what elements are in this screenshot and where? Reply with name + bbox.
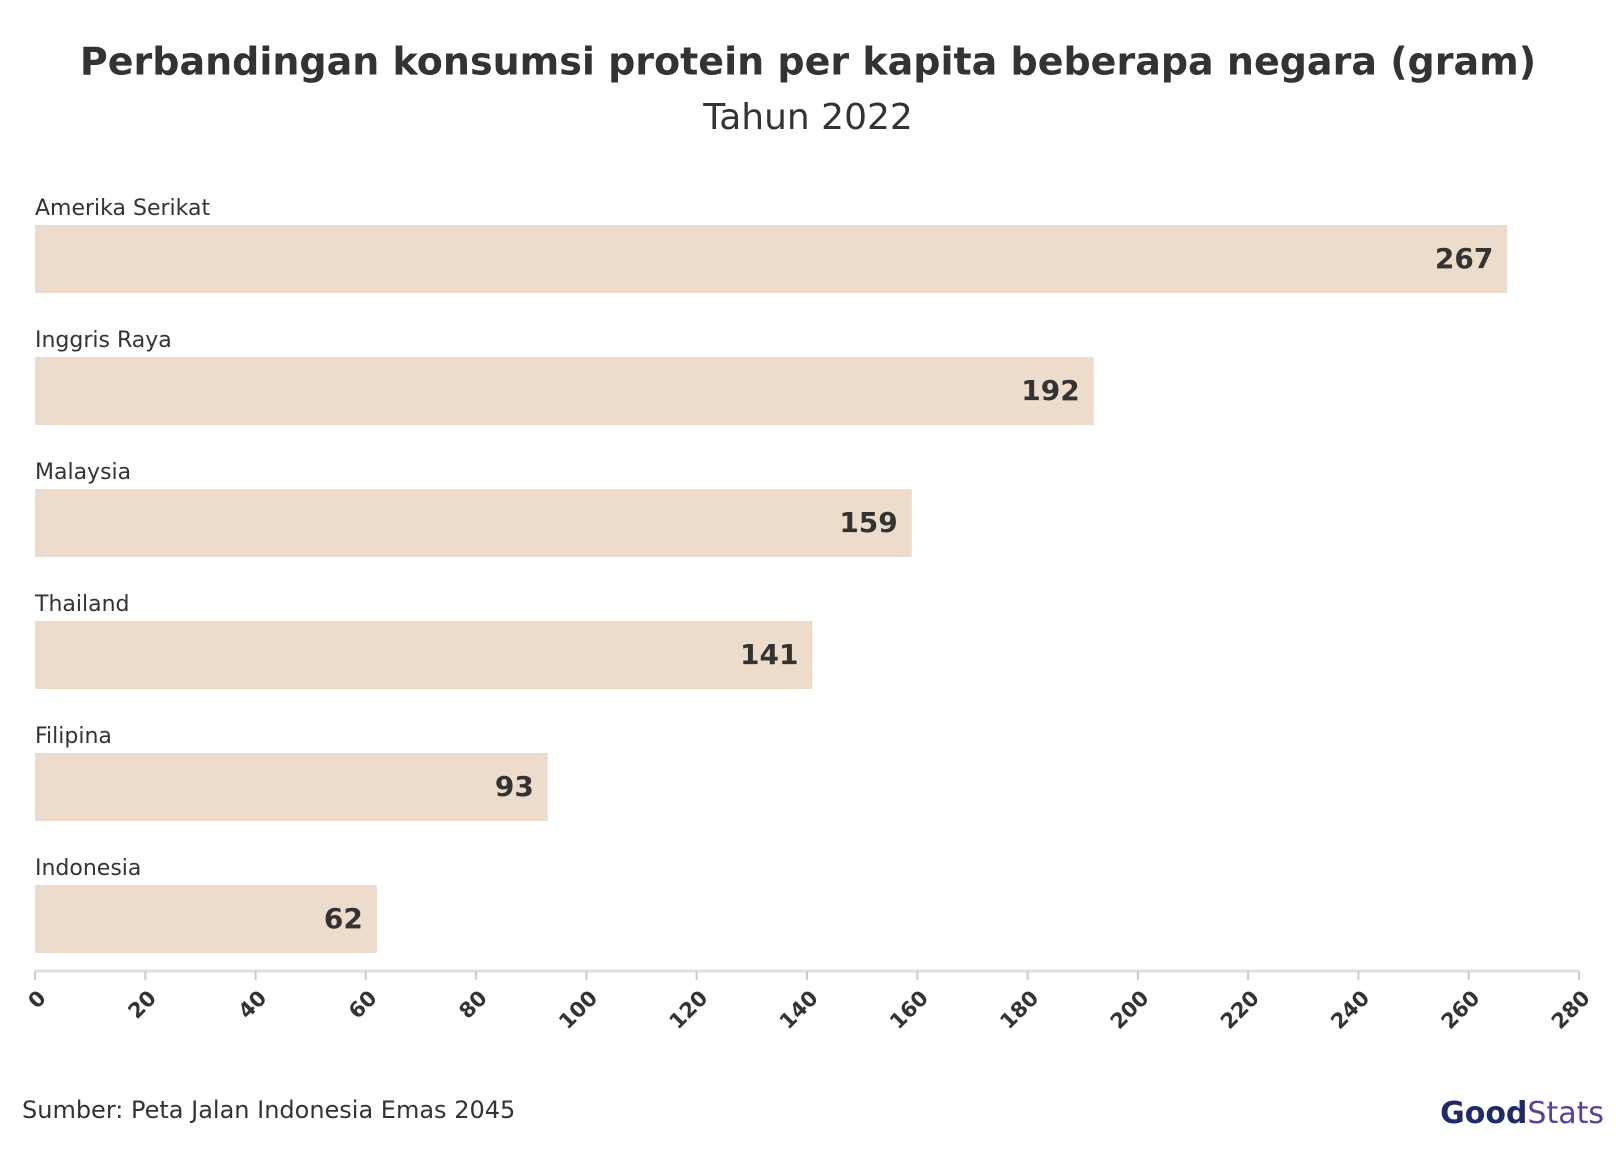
category-label: Indonesia bbox=[35, 856, 141, 881]
x-tick-label: 200 bbox=[1106, 986, 1154, 1034]
x-tick-label: 20 bbox=[123, 986, 161, 1024]
bar bbox=[35, 489, 912, 557]
value-label: 192 bbox=[1021, 374, 1079, 407]
chart-subtitle: Tahun 2022 bbox=[702, 97, 913, 138]
x-tick-label: 260 bbox=[1437, 986, 1485, 1034]
x-tick-label: 120 bbox=[665, 986, 713, 1034]
bar bbox=[35, 753, 548, 821]
logo-stats: Stats bbox=[1527, 1096, 1604, 1131]
category-label: Thailand bbox=[34, 592, 129, 617]
logo-good: Good bbox=[1440, 1096, 1527, 1131]
category-label: Malaysia bbox=[35, 460, 131, 485]
x-tick-label: 60 bbox=[344, 986, 382, 1024]
logo: GoodStats bbox=[1440, 1096, 1604, 1131]
category-label: Inggris Raya bbox=[35, 328, 172, 353]
value-label: 62 bbox=[324, 902, 363, 935]
chart-title: Perbandingan konsumsi protein per kapita… bbox=[80, 40, 1536, 84]
category-label: Filipina bbox=[35, 724, 112, 749]
value-label: 267 bbox=[1435, 242, 1493, 275]
value-label: 93 bbox=[495, 770, 534, 803]
category-label: Amerika Serikat bbox=[35, 196, 210, 221]
source: Sumber: Peta Jalan Indonesia Emas 2045 bbox=[22, 1096, 515, 1124]
bar bbox=[35, 225, 1508, 293]
x-tick-label: 240 bbox=[1326, 986, 1374, 1034]
x-tick-label: 40 bbox=[234, 986, 272, 1024]
x-tick-label: 100 bbox=[554, 986, 602, 1034]
x-tick-label: 220 bbox=[1216, 986, 1264, 1034]
bar bbox=[35, 885, 377, 953]
x-tick-label: 280 bbox=[1547, 986, 1595, 1034]
x-tick-label: 160 bbox=[885, 986, 933, 1034]
value-label: 141 bbox=[740, 638, 798, 671]
value-label: 159 bbox=[839, 506, 897, 539]
x-tick-label: 80 bbox=[454, 986, 492, 1024]
x-tick-label: 180 bbox=[995, 986, 1043, 1034]
x-tick-label: 140 bbox=[775, 986, 823, 1034]
bar bbox=[35, 621, 813, 689]
bar bbox=[35, 357, 1094, 425]
x-tick-label: 0 bbox=[23, 986, 50, 1013]
